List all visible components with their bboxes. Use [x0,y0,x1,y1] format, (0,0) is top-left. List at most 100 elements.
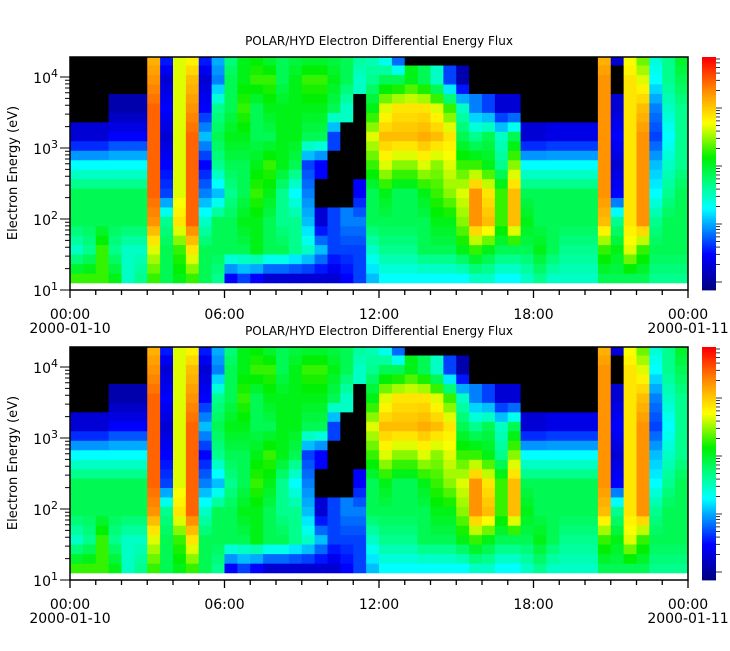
heatmap-cell [353,131,367,142]
heatmap-cell [482,506,496,517]
heatmap-cell [623,468,637,479]
heatmap-cell [572,188,586,199]
heatmap-cell [469,65,483,76]
heatmap-cell [649,235,663,246]
heatmap-cell [379,515,393,526]
colorbar-segment [702,561,716,565]
heatmap-cell [456,393,470,403]
colorbar-segment [702,395,716,399]
heatmap-cell [662,216,676,227]
heatmap-cell [610,525,625,536]
heatmap-cell [224,178,238,189]
heatmap-cell [263,65,277,76]
heatmap-cell [301,263,316,274]
heatmap-cell [224,515,238,526]
heatmap-cell [173,74,187,85]
heatmap-cell [662,497,676,507]
heatmap-cell [314,197,328,208]
heatmap-cell [366,478,380,489]
heatmap-cell [391,487,406,498]
heatmap-cell [173,121,187,132]
heatmap-cell [546,468,560,479]
heatmap [70,57,689,284]
heatmap-cell [108,188,122,199]
heatmap-cell [185,374,200,384]
heatmap-cell [198,440,213,451]
heatmap-cell [417,235,431,246]
heatmap-cell [430,411,444,422]
heatmap-cell [585,487,599,498]
heatmap-cell [559,225,573,236]
heatmap-cell [211,478,225,489]
heatmap-cell [353,207,367,217]
heatmap-cell [314,188,328,199]
heatmap-cell [417,347,431,356]
heatmap-cell [314,421,328,432]
heatmap-cell [82,216,97,227]
heatmap-cell [301,197,316,208]
heatmap-cell [469,169,483,180]
heatmap-cell [636,506,650,517]
heatmap-cell [173,131,187,142]
heatmap-cell [597,93,612,104]
heatmap-cell [327,402,341,413]
heatmap-cell [597,150,612,161]
heatmap-cell [340,364,354,375]
heatmap-cell [82,525,97,536]
heatmap-cell [675,207,689,217]
heatmap-cell [366,459,380,470]
heatmap-cell [70,263,84,274]
heatmap-cell [198,169,213,180]
heatmap-cell [147,263,161,274]
heatmap-cell [404,534,419,545]
heatmap-cell [533,421,547,432]
heatmap-cell [494,197,509,208]
heatmap-cell [276,254,290,265]
heatmap-cell [649,383,663,394]
heatmap-cell [134,244,148,255]
heatmap-cell [469,355,483,366]
heatmap-cell [314,534,328,545]
heatmap-cell [95,347,110,356]
heatmap-cell [250,553,264,564]
heatmap-cell [95,364,110,375]
colorbar-segment [702,68,716,72]
heatmap-cell [224,112,238,123]
heatmap-cell [288,515,303,526]
heatmap-cell [108,57,122,66]
colorbar-segment [702,398,716,401]
heatmap-cell [301,244,316,255]
heatmap-cell [585,411,599,422]
heatmap-cell [70,374,84,384]
heatmap-cell [185,468,200,479]
heatmap-cell [198,159,213,170]
heatmap-cell [327,131,341,142]
heatmap-cell [95,525,110,536]
heatmap-cell [597,383,612,394]
heatmap-cell [417,506,431,517]
heatmap-cell [559,364,573,375]
heatmap-cell [546,197,560,208]
heatmap-cell [675,553,689,564]
heatmap-cell [185,84,200,94]
heatmap-cell [82,225,97,236]
heatmap-cell [353,383,367,394]
heatmap-cell [456,534,470,545]
heatmap-cell [417,244,431,255]
heatmap-cell [417,112,431,123]
heatmap-cell [276,65,290,76]
heatmap-cell [585,273,599,284]
heatmap-cell [121,506,135,517]
heatmap-cell [108,121,122,132]
heatmap-cell [623,402,637,413]
heatmap-cell [250,188,264,199]
heatmap-cell [224,440,238,451]
heatmap-cell [507,225,522,236]
x-tick-label: 00:00 [50,597,90,613]
heatmap-cell [327,103,341,113]
heatmap-cell [276,178,290,189]
heatmap-cell [173,347,187,356]
heatmap-cell [469,216,483,227]
heatmap-cell [185,74,200,85]
heatmap-cell [327,421,341,432]
